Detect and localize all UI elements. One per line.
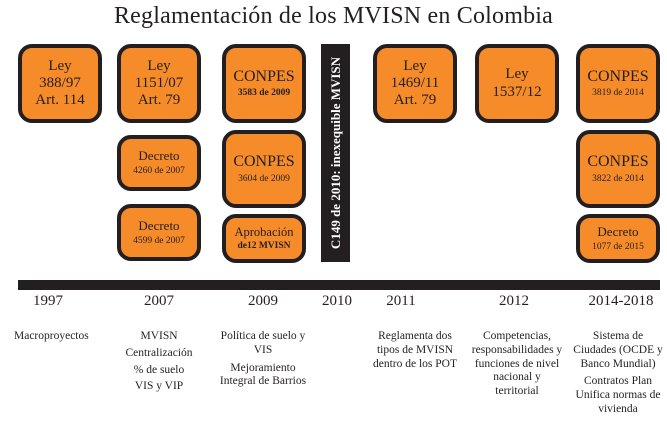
description-2007: MVISN Centralización % de suelo VIS y VI… xyxy=(114,330,204,400)
box-title: Aprobación xyxy=(234,225,294,240)
description-line: Reglamenta dos tipos de MVISN dentro de … xyxy=(372,330,457,370)
box-conpes-3822-2014: CONPES 3822 de 2014 xyxy=(576,130,660,208)
box-title: Decreto xyxy=(138,217,180,233)
box-subtitle: 3604 de 2009 xyxy=(238,173,290,184)
box-title: Decreto xyxy=(597,223,639,239)
box-line: 1469/11 xyxy=(390,74,440,91)
box-conpes-3604-2009: CONPES 3604 de 2009 xyxy=(222,130,306,208)
box-line: Ley xyxy=(403,57,427,74)
year-label-2010: 2010 xyxy=(322,293,352,309)
box-line: Art. 79 xyxy=(393,92,437,109)
box-conpes-3583-2009: CONPES 3583 de 2009 xyxy=(222,44,306,123)
description-line: Mejoramiento Integral de Barrios xyxy=(219,361,307,388)
description-2011: Reglamenta dos tipos de MVISN dentro de … xyxy=(370,330,460,377)
description-line: Política de suelo y VIS xyxy=(220,330,306,356)
box-line: Art. 79 xyxy=(137,92,181,109)
description-line: Macroproyectos xyxy=(14,330,89,342)
box-aprobacion-12-mvisn: Aprobación de12 MVISN xyxy=(222,214,306,263)
box-line: Art. 114 xyxy=(35,92,85,109)
box-title: CONPES xyxy=(587,153,649,171)
box-line: Ley xyxy=(505,66,529,83)
description-line: Contratos Plan Unifica normas de viviend… xyxy=(575,375,661,415)
box-ley-388-97: Ley 388/97 Art. 114 xyxy=(18,44,102,123)
box-conpes-3819-2014: CONPES 3819 de 2014 xyxy=(576,44,660,123)
box-line: 1537/12 xyxy=(492,83,542,100)
year-label-2014-2018: 2014-2018 xyxy=(588,293,654,309)
diagram-title: Reglamentación de los MVISN en Colombia xyxy=(113,3,554,29)
year-label-1997: 1997 xyxy=(33,293,63,309)
description-1997: Macroproyectos xyxy=(14,330,98,350)
year-label-2009: 2009 xyxy=(248,293,278,309)
box-line: 1151/07 xyxy=(134,74,184,91)
box-subtitle: 3822 de 2014 xyxy=(592,173,644,184)
c149-ruling-text: C149 de 2010: inexequible MVISN xyxy=(327,56,343,250)
box-subtitle: 3819 de 2014 xyxy=(592,88,644,99)
box-subtitle: de12 MVISN xyxy=(237,240,291,251)
box-subtitle: 3583 de 2009 xyxy=(237,87,291,98)
year-label-2011: 2011 xyxy=(386,293,416,309)
description-2012: Competencias, responsabilidades y funcio… xyxy=(471,330,563,405)
box-subtitle: 1077 de 2015 xyxy=(592,241,644,252)
box-subtitle: 4260 de 2007 xyxy=(133,166,185,176)
description-line: Centralización xyxy=(125,346,193,359)
box-subtitle: 4599 de 2007 xyxy=(133,235,185,246)
description-2009: Política de suelo y VIS Mejoramiento Int… xyxy=(218,330,308,395)
description-line: % de suelo xyxy=(133,363,185,376)
box-decreto-1077-2015: Decreto 1077 de 2015 xyxy=(576,214,660,263)
c149-ruling-bar: C149 de 2010: inexequible MVISN xyxy=(321,44,350,262)
description-line: Sistema de Ciudades (OCDE y Banco Mundia… xyxy=(573,330,663,370)
box-line: Ley xyxy=(48,57,72,74)
description-line: MVISN xyxy=(140,330,178,342)
description-line: VIS y VIP xyxy=(134,380,184,393)
box-line: Ley xyxy=(147,57,171,74)
box-title: CONPES xyxy=(233,68,295,86)
description-2014-2018: Sistema de Ciudades (OCDE y Banco Mundia… xyxy=(572,330,664,423)
box-ley-1151-07: Ley 1151/07 Art. 79 xyxy=(117,44,201,123)
year-label-2012: 2012 xyxy=(499,293,529,309)
box-decreto-4599-2007: Decreto 4599 de 2007 xyxy=(117,204,201,261)
box-title: Decreto xyxy=(138,148,180,164)
box-title: CONPES xyxy=(233,153,295,171)
year-label-2007: 2007 xyxy=(144,293,174,309)
box-decreto-4260-2007: Decreto 4260 de 2007 xyxy=(117,135,201,191)
box-ley-1469-11: Ley 1469/11 Art. 79 xyxy=(373,44,457,123)
timeline-bar xyxy=(18,280,660,290)
box-title: CONPES xyxy=(587,67,649,85)
box-line: 388/97 xyxy=(39,74,81,91)
description-line: Competencias, responsabilidades y funcio… xyxy=(471,330,563,398)
box-ley-1537-12: Ley 1537/12 xyxy=(475,44,559,123)
